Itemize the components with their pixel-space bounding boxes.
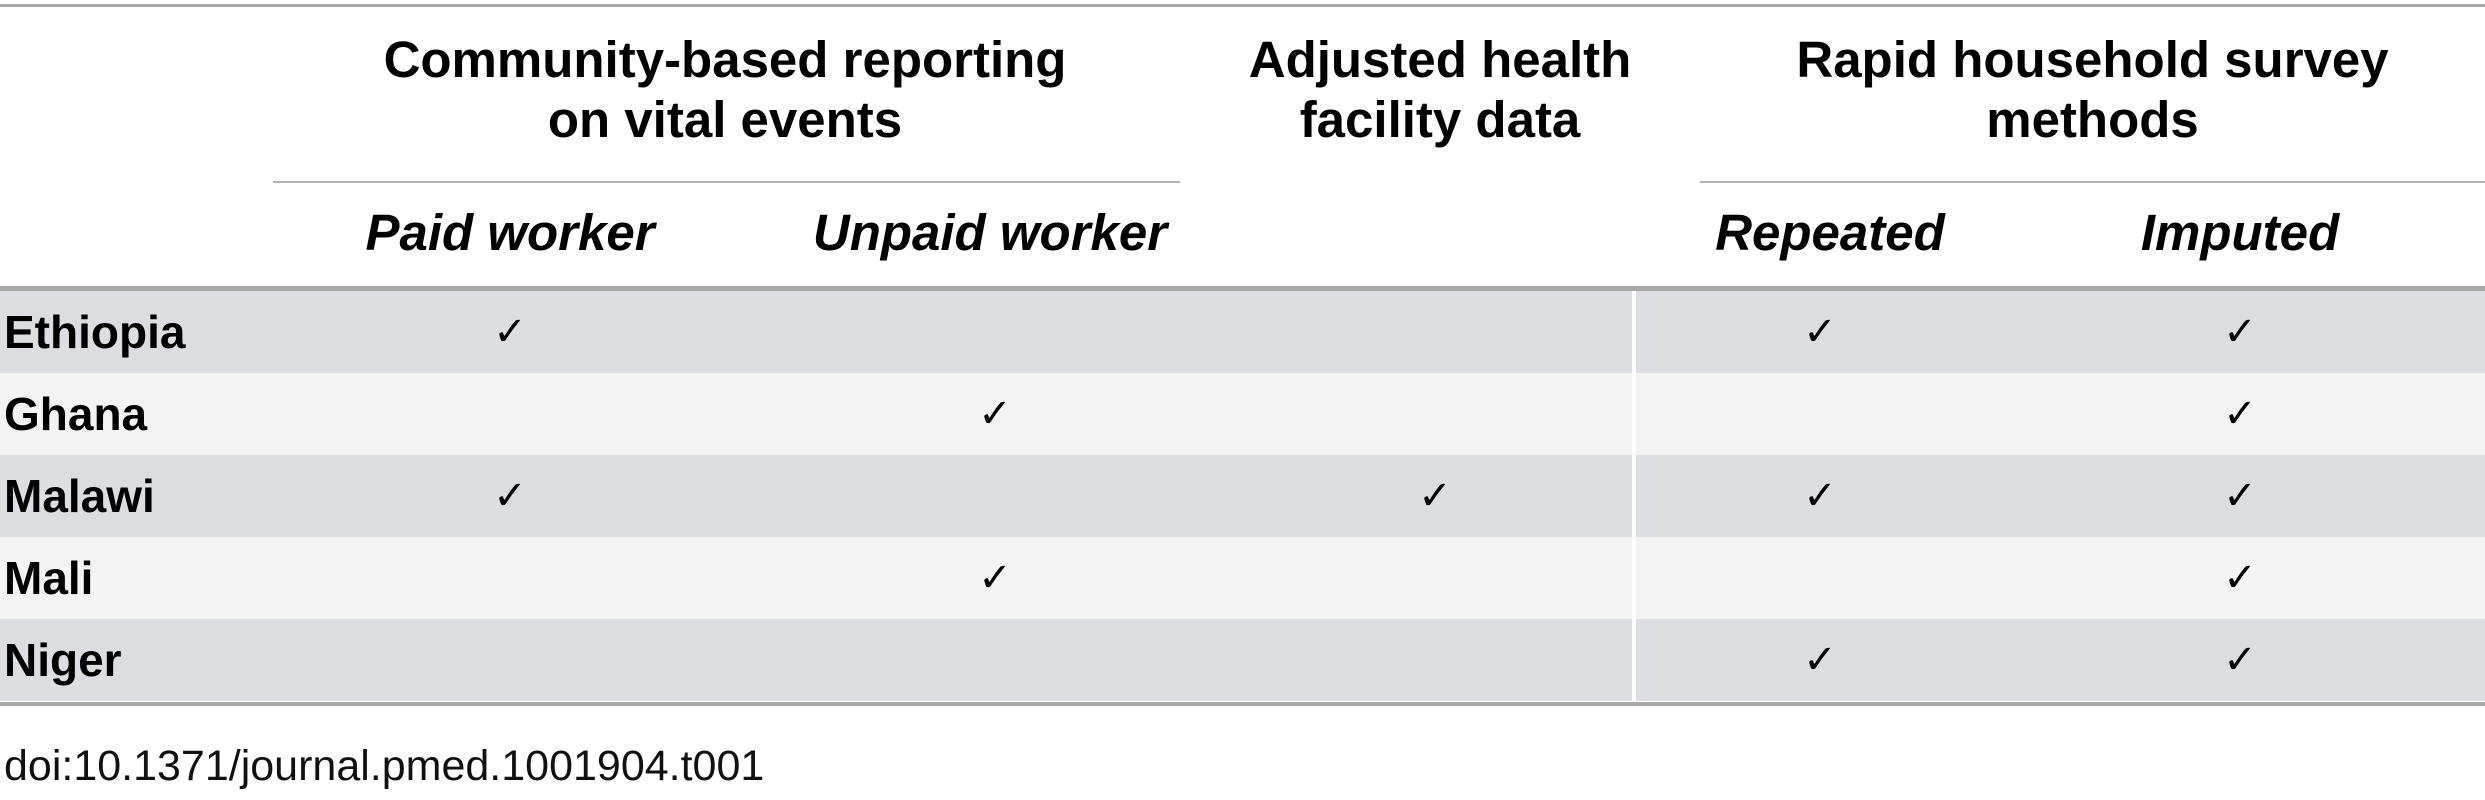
check-mark-icon: ✓ [1803, 473, 1837, 519]
check-mark-icon: ✓ [1803, 637, 1837, 683]
table-row: Mali ✓ ✓ [0, 537, 2485, 619]
table-row: Niger ✓ ✓ [0, 619, 2485, 701]
row-background [0, 537, 1632, 619]
row-background [1636, 373, 2485, 455]
sub-header-paid-worker: Paid worker [365, 204, 655, 261]
check-mark-icon: ✓ [2223, 555, 2257, 601]
row-background [0, 291, 1632, 373]
check-mark-icon: ✓ [978, 391, 1012, 437]
group-header-community-reporting: Community-based reporting on vital event… [383, 31, 1067, 148]
row-background [0, 455, 1632, 537]
group-rule-community-reporting [273, 181, 1180, 183]
sub-header-repeated: Repeated [1715, 204, 1945, 261]
country-name: Niger [4, 634, 122, 686]
country-name: Ethiopia [4, 306, 186, 358]
check-mark-icon: ✓ [2223, 391, 2257, 437]
table-row: Malawi ✓ ✓ ✓ ✓ [0, 455, 2485, 537]
country-name: Malawi [4, 470, 155, 522]
check-mark-icon: ✓ [2223, 637, 2257, 683]
check-mark-icon: ✓ [493, 309, 527, 355]
check-mark-icon: ✓ [1803, 309, 1837, 355]
table-row: Ethiopia ✓ ✓ ✓ [0, 291, 2485, 373]
table-top-rule [0, 4, 2485, 7]
row-background [0, 619, 1632, 701]
sub-header-unpaid-worker: Unpaid worker [812, 204, 1168, 261]
group-header-household-survey: Rapid household survey methods [1796, 31, 2389, 148]
row-background [1636, 619, 2485, 701]
check-mark-icon: ✓ [978, 555, 1012, 601]
row-background [1636, 291, 2485, 373]
group-rule-household-survey [1700, 181, 2485, 183]
group-header-health-facility: Adjusted health facility data [1248, 31, 1632, 148]
table-row: Ghana ✓ ✓ [0, 373, 2485, 455]
methods-table: Community-based reporting on vital event… [0, 4, 2485, 706]
row-background [0, 373, 1632, 455]
table-bottom-rule [0, 702, 2485, 706]
check-mark-icon: ✓ [2223, 309, 2257, 355]
header-bottom-rule [0, 286, 2485, 291]
sub-header-imputed: Imputed [2140, 204, 2340, 261]
doi-label: doi:10.1371/journal.pmed.1001904.t001 [4, 742, 765, 790]
check-mark-icon: ✓ [2223, 473, 2257, 519]
row-background [1636, 537, 2485, 619]
country-name: Mali [4, 552, 94, 604]
check-mark-icon: ✓ [1418, 473, 1452, 519]
country-name: Ghana [4, 388, 148, 440]
check-mark-icon: ✓ [493, 473, 527, 519]
row-background [1636, 455, 2485, 537]
